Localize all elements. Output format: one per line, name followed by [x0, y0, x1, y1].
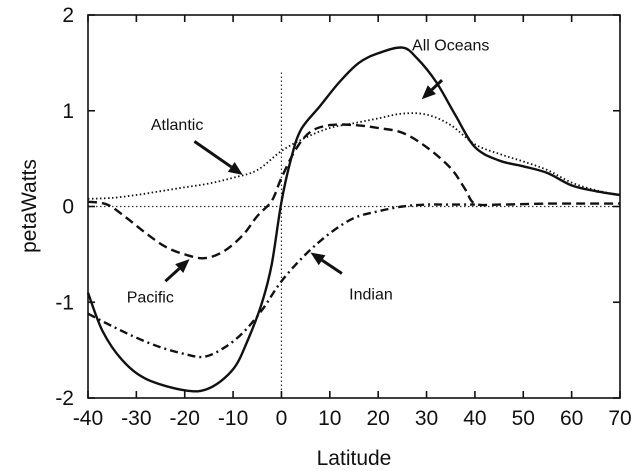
series-line-pacific: [87, 123, 620, 260]
annotation-label-indian: Indian: [349, 286, 393, 303]
y-tick-label: -2: [55, 387, 74, 410]
x-tick-label: 20: [367, 407, 390, 430]
y-tick-label: -1: [55, 291, 74, 314]
x-axis-title: Latitude: [317, 447, 392, 470]
annotation-arrow-pacific: [164, 267, 181, 283]
y-axis-title: petaWatts: [18, 159, 41, 253]
x-tick-label: 10: [318, 407, 341, 430]
series-line-all-oceans: [86, 46, 621, 393]
annotation-label-all-oceans: All Oceans: [412, 37, 489, 54]
x-tick-label: -10: [218, 407, 248, 430]
x-tick-label: 0: [276, 407, 288, 430]
y-tick-label: 1: [62, 100, 74, 123]
annotation-label-pacific: Pacific: [127, 289, 174, 306]
x-tick-label: -30: [121, 407, 151, 430]
x-tick-label: -20: [170, 407, 200, 430]
x-tick-label: 40: [463, 407, 486, 430]
annotation-arrowhead-pacific: [175, 259, 190, 274]
series-line-indian: [87, 203, 475, 359]
x-tick-label: 70: [608, 407, 631, 430]
x-tick-label: 30: [415, 407, 438, 430]
x-tick-label: 50: [512, 407, 535, 430]
annotation-arrowhead-atlantic: [227, 161, 243, 175]
x-tick-label: 60: [560, 407, 583, 430]
annotation-arrow-atlantic: [193, 140, 233, 169]
y-tick-label: 0: [62, 196, 74, 219]
x-tick-label: -40: [73, 407, 103, 430]
annotation-arrow-all-oceans: [430, 79, 444, 91]
y-tick-label: 2: [62, 4, 74, 27]
annotation-arrowhead-indian: [310, 252, 326, 266]
annotation-label-atlantic: Atlantic: [151, 117, 203, 134]
annotation-arrowhead-all-oceans: [421, 85, 437, 100]
annotation-arrow-indian: [321, 259, 343, 275]
